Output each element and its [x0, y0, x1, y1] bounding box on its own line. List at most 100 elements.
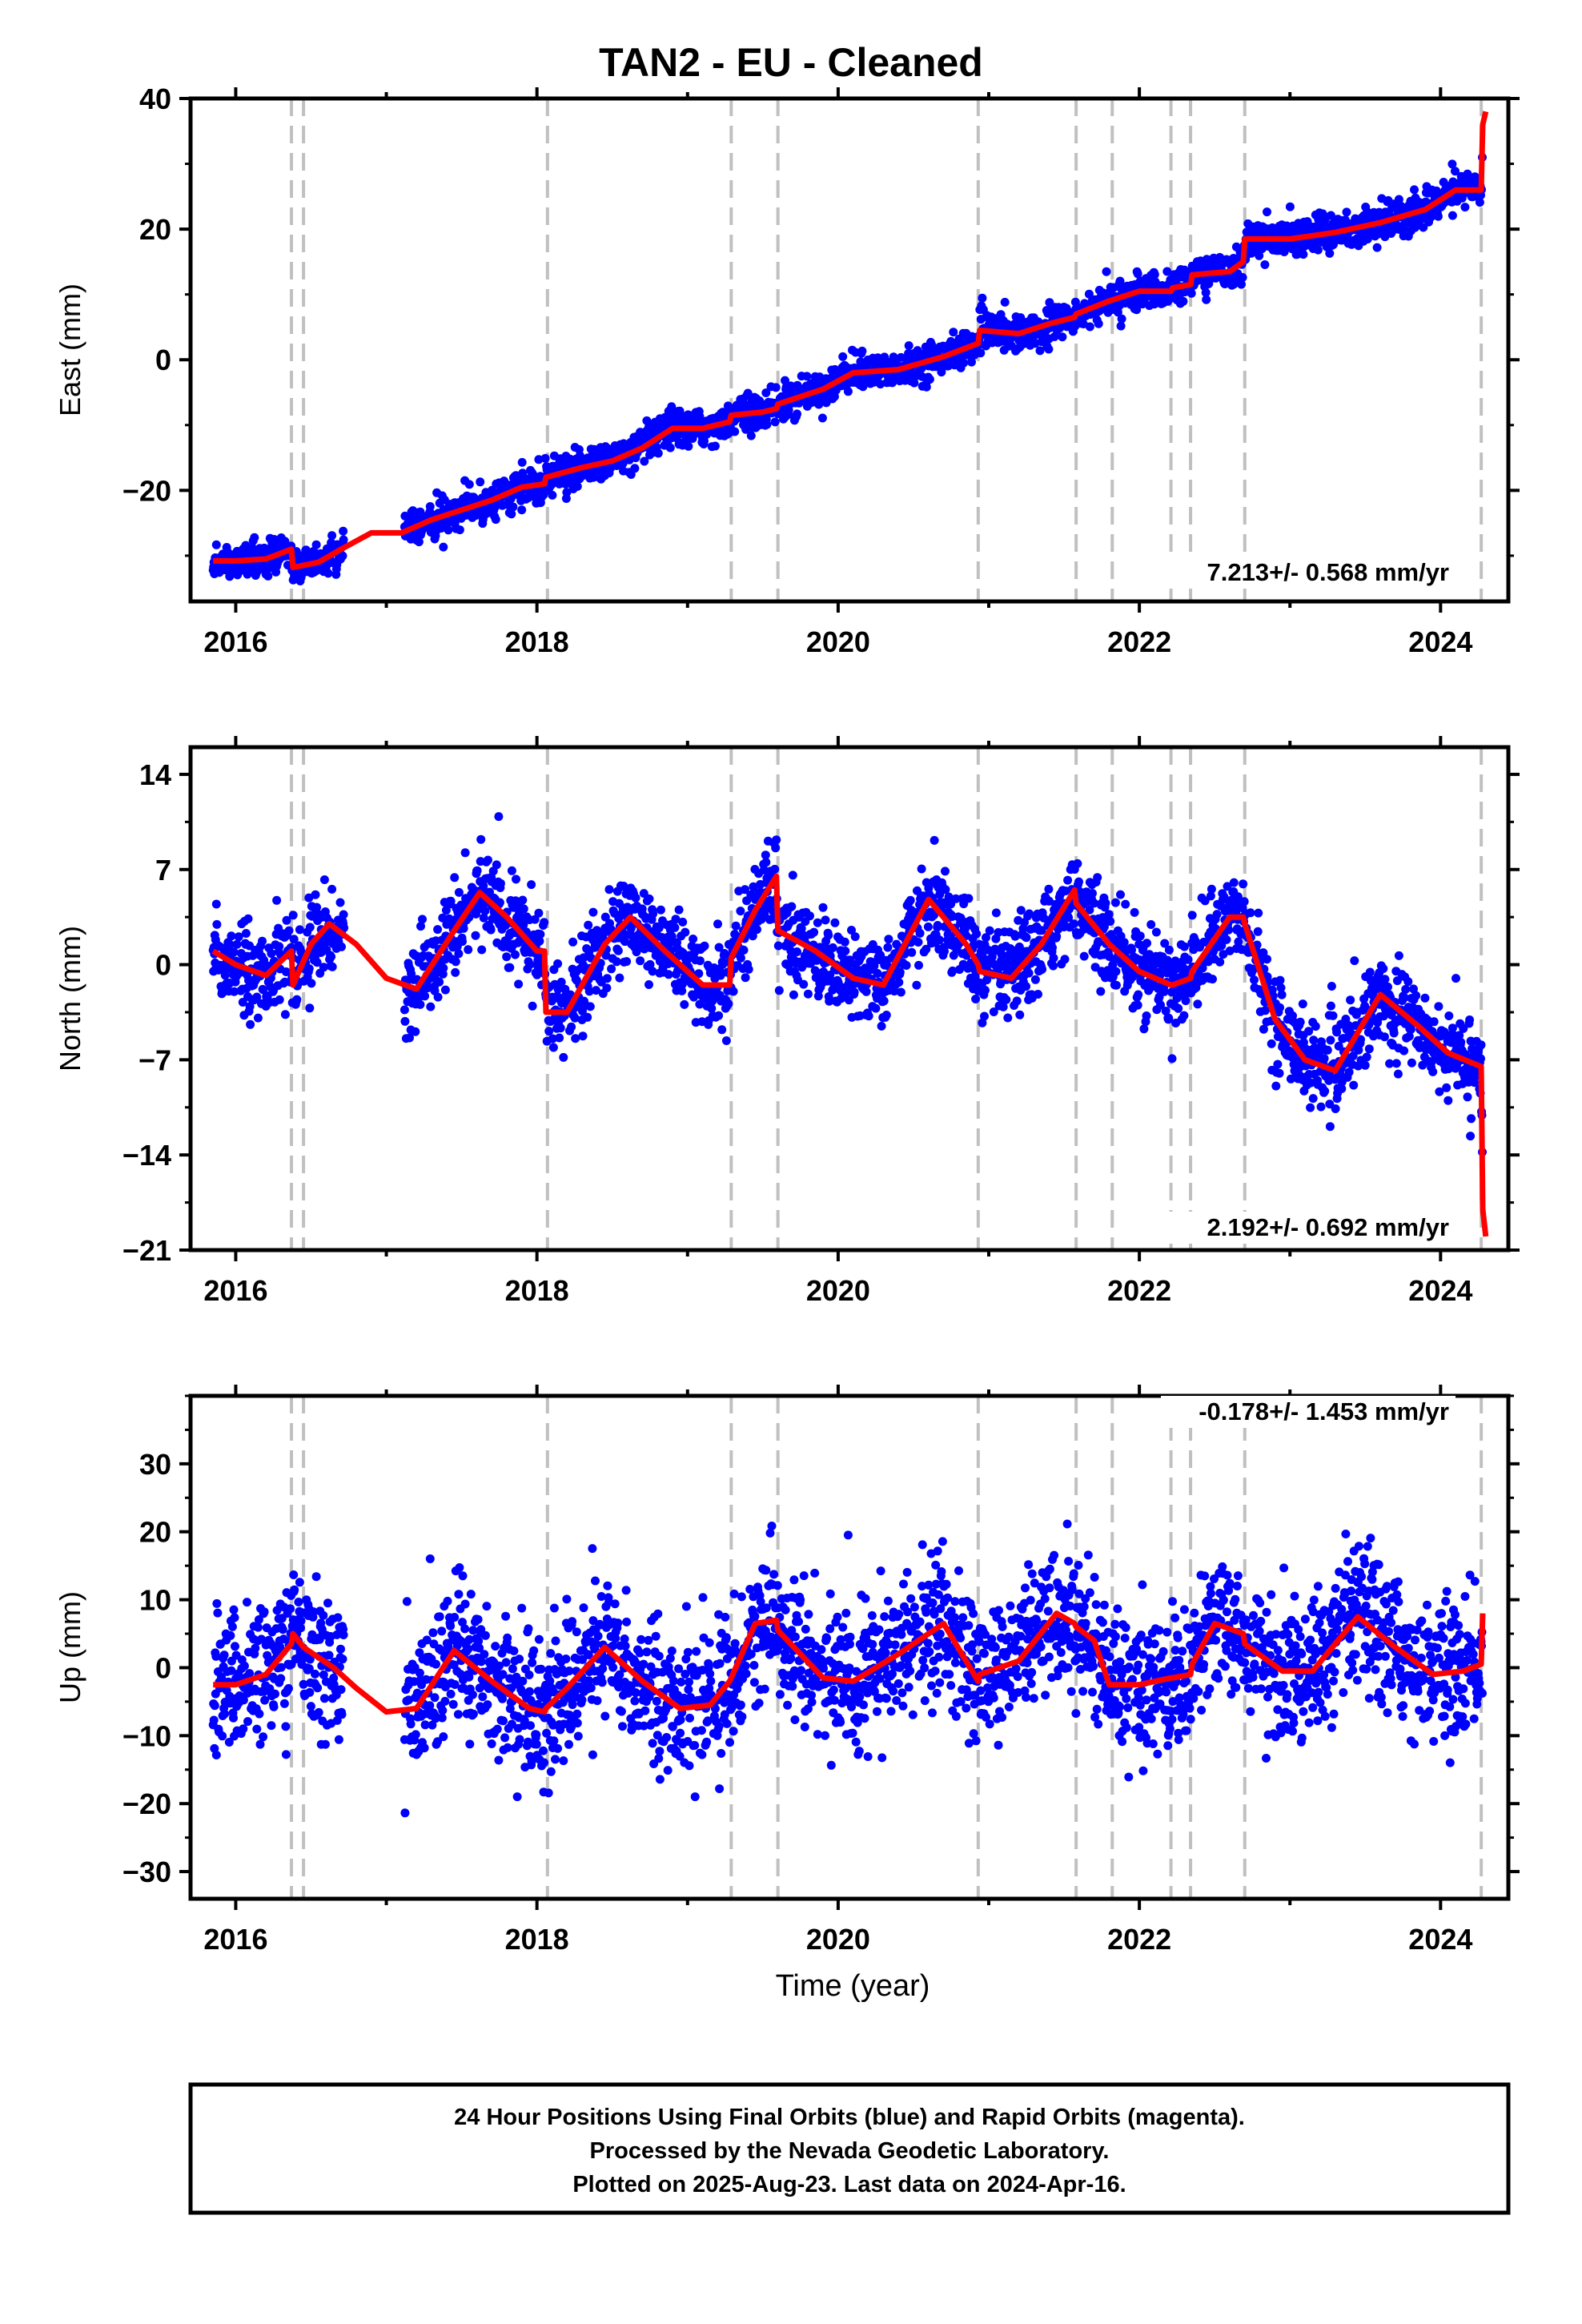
data-point	[802, 372, 812, 381]
data-point	[464, 480, 474, 489]
data-point	[1003, 1013, 1013, 1023]
data-point	[1016, 906, 1026, 915]
data-point	[639, 889, 648, 899]
data-point	[519, 920, 528, 930]
data-point	[1119, 938, 1129, 947]
data-point	[1316, 1102, 1326, 1112]
data-point	[1326, 1001, 1335, 1011]
data-point	[825, 996, 834, 1006]
data-point	[656, 905, 665, 915]
data-point	[1104, 910, 1114, 919]
y-tick-label: 40	[139, 82, 171, 115]
data-point	[1101, 899, 1110, 908]
data-point	[339, 910, 348, 919]
data-point	[1000, 297, 1010, 307]
data-point	[311, 890, 320, 899]
data-point	[416, 999, 425, 1009]
data-point	[1328, 1011, 1338, 1020]
data-point	[612, 957, 621, 967]
data-point	[411, 1027, 420, 1036]
event-lines	[290, 99, 1484, 601]
data-point	[771, 843, 781, 853]
data-point	[717, 1025, 727, 1035]
data-point	[234, 932, 243, 942]
data-point	[243, 914, 253, 923]
data-point	[978, 1018, 987, 1027]
data-point	[540, 918, 549, 927]
data-point	[695, 999, 705, 1009]
data-point	[1298, 999, 1307, 1009]
y-tick-label: 0	[155, 344, 171, 376]
data-point	[1183, 955, 1193, 964]
data-point	[1030, 975, 1040, 984]
data-point	[695, 412, 705, 421]
data-point	[517, 457, 527, 467]
data-point	[770, 864, 780, 874]
data-point	[730, 930, 740, 939]
data-point	[626, 923, 636, 933]
data-point	[536, 930, 545, 939]
data-point	[311, 540, 321, 549]
data-point	[454, 887, 464, 897]
data-point	[736, 953, 745, 963]
data-point	[631, 893, 640, 903]
data-point	[818, 903, 828, 912]
data-point	[1323, 1045, 1332, 1055]
data-point	[414, 537, 424, 547]
data-point	[327, 531, 337, 541]
data-point	[568, 937, 578, 947]
data-point	[571, 1034, 580, 1043]
data-point	[588, 907, 598, 917]
data-point	[1073, 858, 1082, 868]
data-point	[991, 908, 1001, 918]
data-point	[914, 960, 923, 970]
data-point	[1275, 1068, 1284, 1078]
data-point	[327, 884, 337, 894]
data-point	[894, 978, 904, 987]
data-point	[476, 834, 486, 844]
data-point	[681, 927, 690, 937]
data-point	[259, 985, 268, 995]
data-point	[654, 923, 664, 933]
data-point	[444, 525, 453, 535]
data-point	[1164, 945, 1174, 955]
data-point	[527, 880, 536, 890]
data-point	[602, 983, 612, 993]
data-point	[227, 931, 236, 941]
data-point	[464, 945, 473, 955]
data-point	[871, 1003, 881, 1013]
data-point	[1034, 990, 1042, 999]
data-point	[949, 328, 958, 337]
data-point	[450, 873, 460, 883]
data-point	[824, 931, 833, 940]
data-point	[985, 926, 994, 935]
data-point	[1074, 877, 1083, 887]
data-point	[1035, 346, 1045, 356]
data-point	[813, 918, 822, 927]
data-point	[680, 999, 689, 1009]
data-point	[1275, 1003, 1284, 1012]
data-point	[1132, 305, 1142, 315]
data-point	[441, 906, 451, 915]
panel-frame	[188, 96, 1511, 604]
data-point	[864, 1011, 873, 1021]
data-point	[416, 922, 425, 931]
data-point	[1253, 927, 1263, 936]
data-point	[241, 929, 251, 938]
data-point	[1202, 295, 1211, 304]
data-point	[492, 860, 501, 870]
data-point	[319, 963, 328, 972]
data-point	[1237, 279, 1246, 289]
data-point	[583, 1012, 592, 1022]
data-point	[1090, 899, 1099, 908]
data-point	[1010, 931, 1020, 941]
data-point	[534, 908, 544, 918]
data-point	[670, 923, 680, 932]
data-point	[1085, 322, 1094, 332]
data-point	[530, 915, 540, 924]
data-point	[770, 417, 780, 427]
data-point	[665, 443, 675, 452]
data-point	[1186, 288, 1196, 298]
data-point	[1134, 990, 1143, 999]
figure-title: TAN2 - EU - Cleaned	[599, 40, 983, 85]
